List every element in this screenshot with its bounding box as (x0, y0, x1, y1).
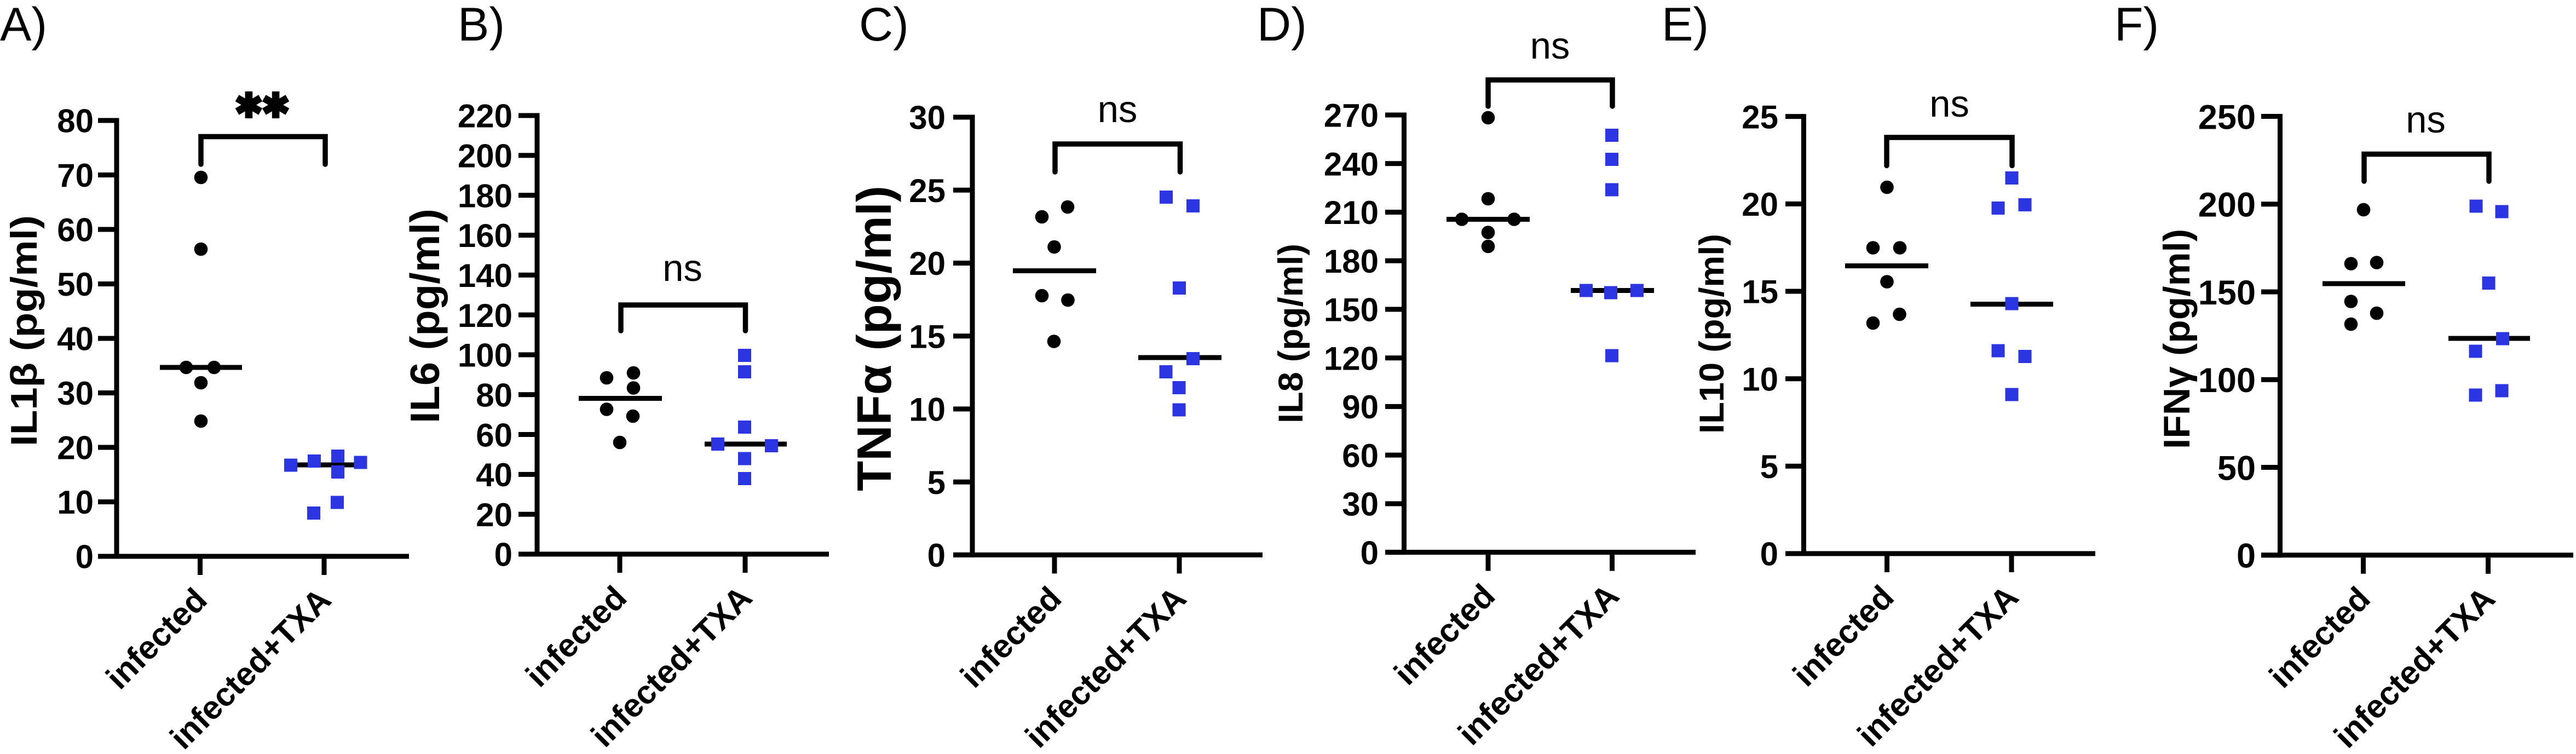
svg-text:20: 20 (57, 430, 94, 467)
svg-text:0: 0 (2237, 537, 2256, 575)
svg-text:C): C) (859, 0, 909, 51)
svg-text:180: 180 (458, 177, 512, 214)
svg-text:180: 180 (1324, 243, 1379, 280)
svg-text:ns: ns (1098, 88, 1138, 130)
svg-text:0: 0 (1361, 534, 1379, 571)
svg-text:IL6 (pg/ml): IL6 (pg/ml) (402, 209, 448, 423)
svg-text:25: 25 (1742, 99, 1778, 135)
svg-text:0: 0 (927, 537, 946, 574)
svg-text:30: 30 (57, 375, 94, 412)
svg-text:200: 200 (458, 138, 512, 175)
svg-text:60: 60 (1342, 438, 1379, 474)
svg-text:50: 50 (57, 266, 94, 303)
svg-text:IL1β (pg/ml): IL1β (pg/ml) (3, 215, 45, 446)
svg-text:ns: ns (2406, 99, 2446, 141)
svg-text:20: 20 (1742, 186, 1778, 223)
svg-text:F): F) (2114, 0, 2159, 51)
svg-text:140: 140 (458, 257, 512, 294)
svg-text:80: 80 (476, 377, 512, 413)
svg-text:30: 30 (1342, 486, 1379, 523)
svg-text:80: 80 (57, 103, 94, 140)
svg-text:E): E) (1662, 0, 1709, 51)
svg-text:160: 160 (458, 217, 512, 254)
svg-text:250: 250 (2198, 98, 2256, 136)
svg-text:A): A) (0, 0, 47, 51)
svg-text:150: 150 (2198, 274, 2256, 312)
svg-text:20: 20 (476, 497, 512, 533)
svg-text:40: 40 (476, 457, 512, 493)
svg-text:IL10 (pg/ml): IL10 (pg/ml) (1693, 234, 1731, 434)
svg-text:10: 10 (909, 392, 946, 428)
svg-text:70: 70 (57, 157, 94, 194)
svg-text:0: 0 (494, 537, 512, 573)
svg-text:0: 0 (1760, 536, 1778, 573)
svg-text:0: 0 (76, 539, 94, 575)
svg-text:210: 210 (1324, 194, 1379, 231)
svg-text:240: 240 (1324, 146, 1379, 183)
svg-text:15: 15 (1742, 274, 1778, 310)
svg-text:60: 60 (476, 417, 512, 453)
svg-text:5: 5 (1760, 448, 1778, 485)
svg-text:30: 30 (909, 100, 946, 136)
svg-text:IFNγ (pg/ml): IFNγ (pg/ml) (2156, 229, 2198, 449)
svg-text:270: 270 (1324, 97, 1379, 134)
svg-text:120: 120 (1324, 340, 1379, 377)
svg-text:10: 10 (57, 484, 94, 521)
svg-text:60: 60 (57, 212, 94, 249)
svg-text:50: 50 (2217, 449, 2256, 487)
svg-text:220: 220 (458, 98, 512, 135)
svg-text:ns: ns (1929, 83, 1969, 125)
svg-text:ns: ns (662, 247, 702, 289)
svg-text:200: 200 (2198, 186, 2256, 225)
svg-text:10: 10 (1742, 361, 1778, 398)
svg-text:25: 25 (909, 172, 946, 209)
svg-text:5: 5 (927, 464, 946, 501)
svg-text:150: 150 (1324, 292, 1379, 329)
svg-text:120: 120 (458, 297, 512, 334)
svg-text:40: 40 (57, 321, 94, 358)
svg-text:100: 100 (2198, 361, 2256, 400)
svg-text:B): B) (458, 0, 505, 51)
svg-text:15: 15 (909, 318, 946, 355)
svg-text:D): D) (1257, 0, 1307, 51)
svg-text:TNFα (pg/ml): TNFα (pg/ml) (847, 186, 901, 491)
svg-text:ns: ns (1530, 25, 1570, 67)
svg-text:100: 100 (458, 337, 512, 374)
svg-text:IL8 (pg/ml): IL8 (pg/ml) (1272, 244, 1310, 423)
svg-text:20: 20 (909, 245, 946, 282)
svg-text:90: 90 (1342, 389, 1379, 425)
